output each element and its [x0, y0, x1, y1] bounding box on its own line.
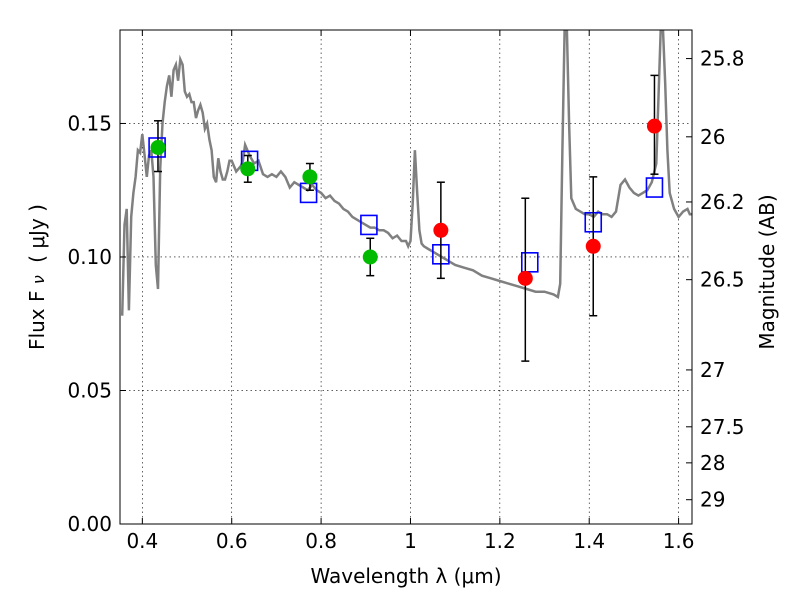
y-tick-label: 0.05 — [67, 378, 112, 402]
x-tick-label: 1 — [404, 529, 417, 553]
mag-tick-label: 27 — [700, 358, 725, 382]
axes-frame — [119, 29, 693, 525]
mag-tick-label: 26.5 — [700, 268, 745, 292]
model-square — [360, 214, 378, 236]
sed-curve — [120, 30, 692, 316]
x-tick-label: 0.4 — [126, 529, 158, 553]
grid-lines — [120, 30, 692, 524]
y-tick-label: 0.00 — [67, 512, 112, 536]
red-point — [646, 118, 662, 134]
red-point — [585, 238, 601, 254]
mag-tick-label: 26.2 — [700, 190, 745, 214]
red-point — [517, 270, 533, 286]
axis-ticks: 0.4 0.6 0.8 1 1.2 1.4 1.6 0.00 0.05 0.10 0.15 25.8 2… — [67, 30, 745, 553]
y-tick-label: 0.15 — [67, 111, 112, 135]
right-axis-label: Magnitude (AB) — [755, 194, 779, 349]
mag-tick-label: 28 — [700, 451, 725, 475]
red-point — [433, 222, 449, 238]
green-point — [302, 169, 318, 185]
model-square — [520, 252, 539, 273]
green-point — [150, 139, 166, 155]
y-tick-label: 0.10 — [67, 245, 112, 269]
y-axis-label-unit: ( μJy ) — [25, 204, 49, 263]
model-square — [645, 177, 664, 198]
green-point — [240, 161, 256, 177]
mag-tick-label: 27.5 — [700, 415, 745, 439]
mag-tick-label: 26 — [700, 125, 725, 149]
y-axis-label-sub: ν — [29, 275, 48, 284]
x-axis-label: Wavelength λ (μm) — [310, 564, 501, 588]
mag-tick-label: 25.8 — [700, 47, 745, 71]
green-point — [362, 249, 378, 265]
x-tick-label: 0.6 — [216, 529, 248, 553]
x-tick-label: 0.8 — [305, 529, 337, 553]
x-tick-label: 1.2 — [484, 529, 516, 553]
y-axis-label-main: Flux F — [25, 291, 49, 350]
mag-tick-label: 29 — [700, 488, 725, 512]
x-tick-label: 1.4 — [573, 529, 605, 553]
x-tick-label: 1.6 — [663, 529, 695, 553]
y-axis-label: Flux F ν ( μJy ) — [25, 204, 49, 350]
plot-area — [120, 30, 692, 362]
